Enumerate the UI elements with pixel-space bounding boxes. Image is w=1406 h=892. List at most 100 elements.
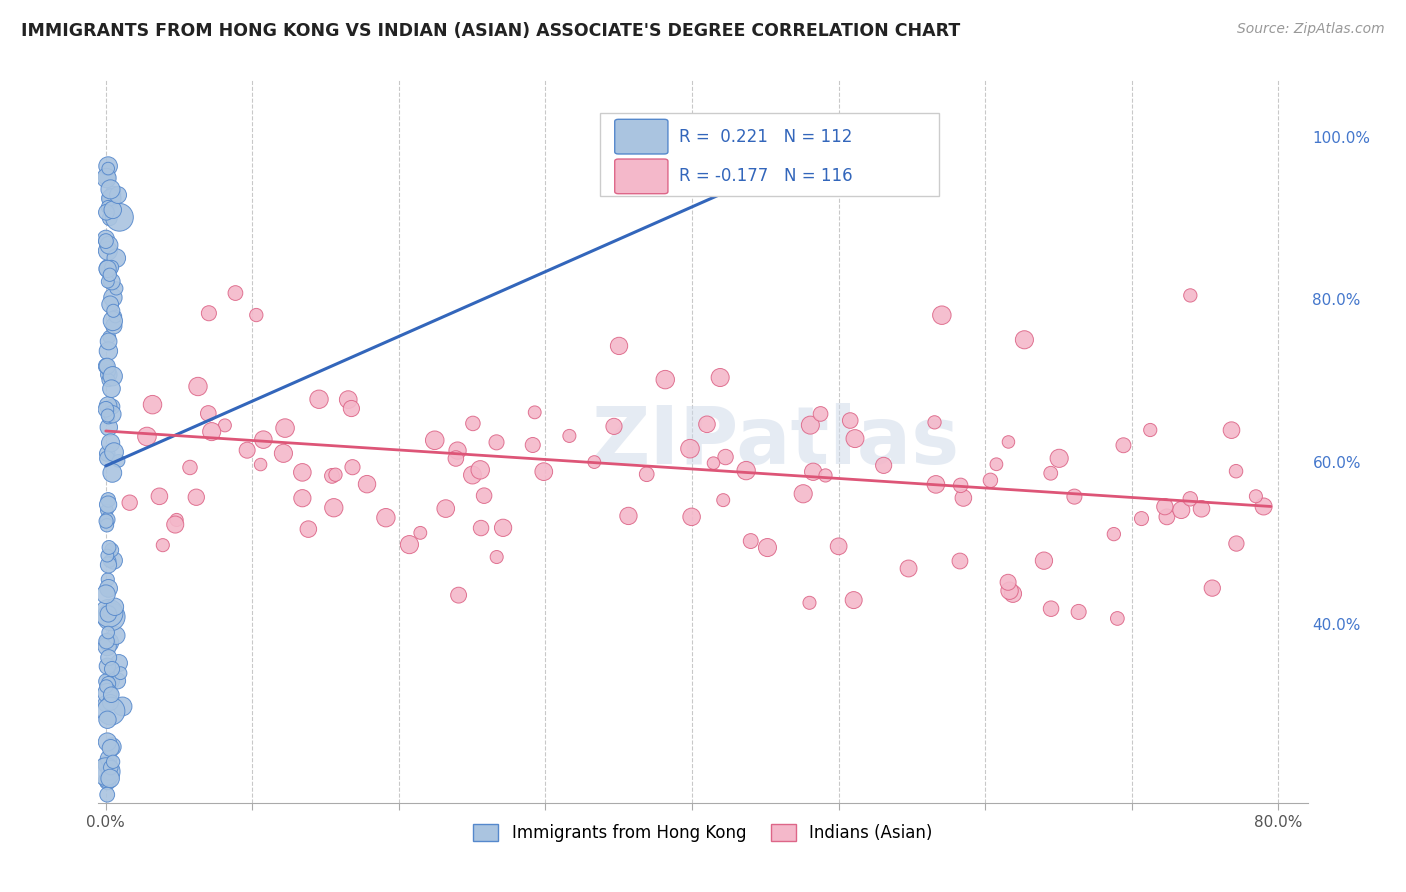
Point (97, 774, 120, 789)
Point (105, 628, 128, 642)
Legend: Immigrants from Hong Kong, Indians (Asian): Immigrants from Hong Kong, Indians (Asia… (467, 817, 939, 848)
Point (97, 558, 120, 572)
Point (97, 261, 120, 276)
Point (97, 650, 120, 665)
Point (322, 500, 344, 515)
Point (924, 415, 946, 429)
Point (96, 451, 118, 466)
Point (101, 291, 124, 305)
Point (654, 373, 676, 387)
Text: IMMIGRANTS FROM HONG KONG VS INDIAN (ASIAN) ASSOCIATE'S DEGREE CORRELATION CHART: IMMIGRANTS FROM HONG KONG VS INDIAN (ASI… (21, 22, 960, 40)
Point (101, 755, 124, 769)
Point (273, 446, 295, 460)
Point (97, 513, 120, 527)
Point (97, 200, 120, 214)
Point (681, 509, 703, 524)
Point (97, 161, 120, 176)
Point (107, 673, 129, 688)
Point (103, 303, 125, 318)
Point (607, 339, 630, 353)
Point (447, 588, 470, 602)
Point (236, 443, 259, 458)
Point (409, 525, 432, 540)
Point (952, 491, 974, 505)
Point (98, 238, 121, 252)
Point (98, 330, 121, 344)
Point (94, 514, 117, 528)
FancyBboxPatch shape (614, 120, 668, 154)
Point (100, 260, 122, 275)
Point (470, 463, 492, 477)
Point (98, 635, 121, 649)
Point (97, 625, 120, 640)
Point (1153, 500, 1175, 514)
Point (558, 429, 581, 443)
Point (96, 686, 118, 700)
Point (1107, 611, 1129, 625)
Point (103, 318, 125, 333)
Point (104, 310, 127, 324)
Point (96, 518, 118, 533)
Point (1102, 527, 1125, 541)
Point (827, 539, 849, 553)
Point (325, 467, 347, 482)
Point (100, 741, 122, 756)
Point (201, 425, 224, 439)
Point (105, 251, 128, 265)
Point (111, 699, 134, 714)
Point (101, 202, 124, 217)
Point (925, 477, 948, 491)
Point (872, 458, 894, 473)
Point (444, 451, 467, 466)
Point (522, 438, 544, 452)
Point (1225, 464, 1247, 478)
Point (100, 382, 122, 396)
Point (356, 477, 378, 491)
Point (96, 772, 118, 787)
Point (291, 466, 314, 480)
Point (1244, 489, 1267, 503)
Point (97, 399, 120, 413)
Point (101, 466, 124, 480)
Point (617, 508, 640, 523)
Point (96, 549, 118, 563)
Point (1253, 500, 1275, 514)
Point (118, 496, 141, 510)
Point (756, 541, 779, 555)
Point (1040, 601, 1063, 615)
Point (101, 407, 124, 421)
Point (297, 522, 319, 536)
Point (97, 334, 120, 349)
Point (1180, 491, 1202, 506)
Point (814, 468, 837, 483)
Point (96, 447, 118, 461)
Point (101, 662, 124, 676)
Point (461, 417, 484, 431)
Point (100, 673, 122, 688)
Point (842, 593, 865, 607)
Point (839, 413, 862, 427)
Point (398, 538, 420, 552)
Point (101, 400, 124, 414)
Point (107, 188, 129, 202)
Point (97, 159, 120, 173)
Point (470, 521, 492, 535)
Point (1032, 554, 1054, 568)
Point (844, 432, 866, 446)
Point (321, 468, 343, 483)
Point (1067, 605, 1090, 619)
Point (636, 467, 658, 482)
Point (101, 369, 124, 384)
Point (374, 510, 396, 524)
Point (461, 468, 484, 483)
Point (98, 268, 121, 282)
Point (100, 191, 122, 205)
Point (485, 549, 508, 564)
Point (337, 392, 360, 407)
Point (340, 401, 363, 416)
Point (799, 418, 821, 433)
Point (98, 297, 121, 311)
Point (105, 281, 128, 295)
Point (979, 473, 1001, 487)
Point (98, 364, 121, 378)
